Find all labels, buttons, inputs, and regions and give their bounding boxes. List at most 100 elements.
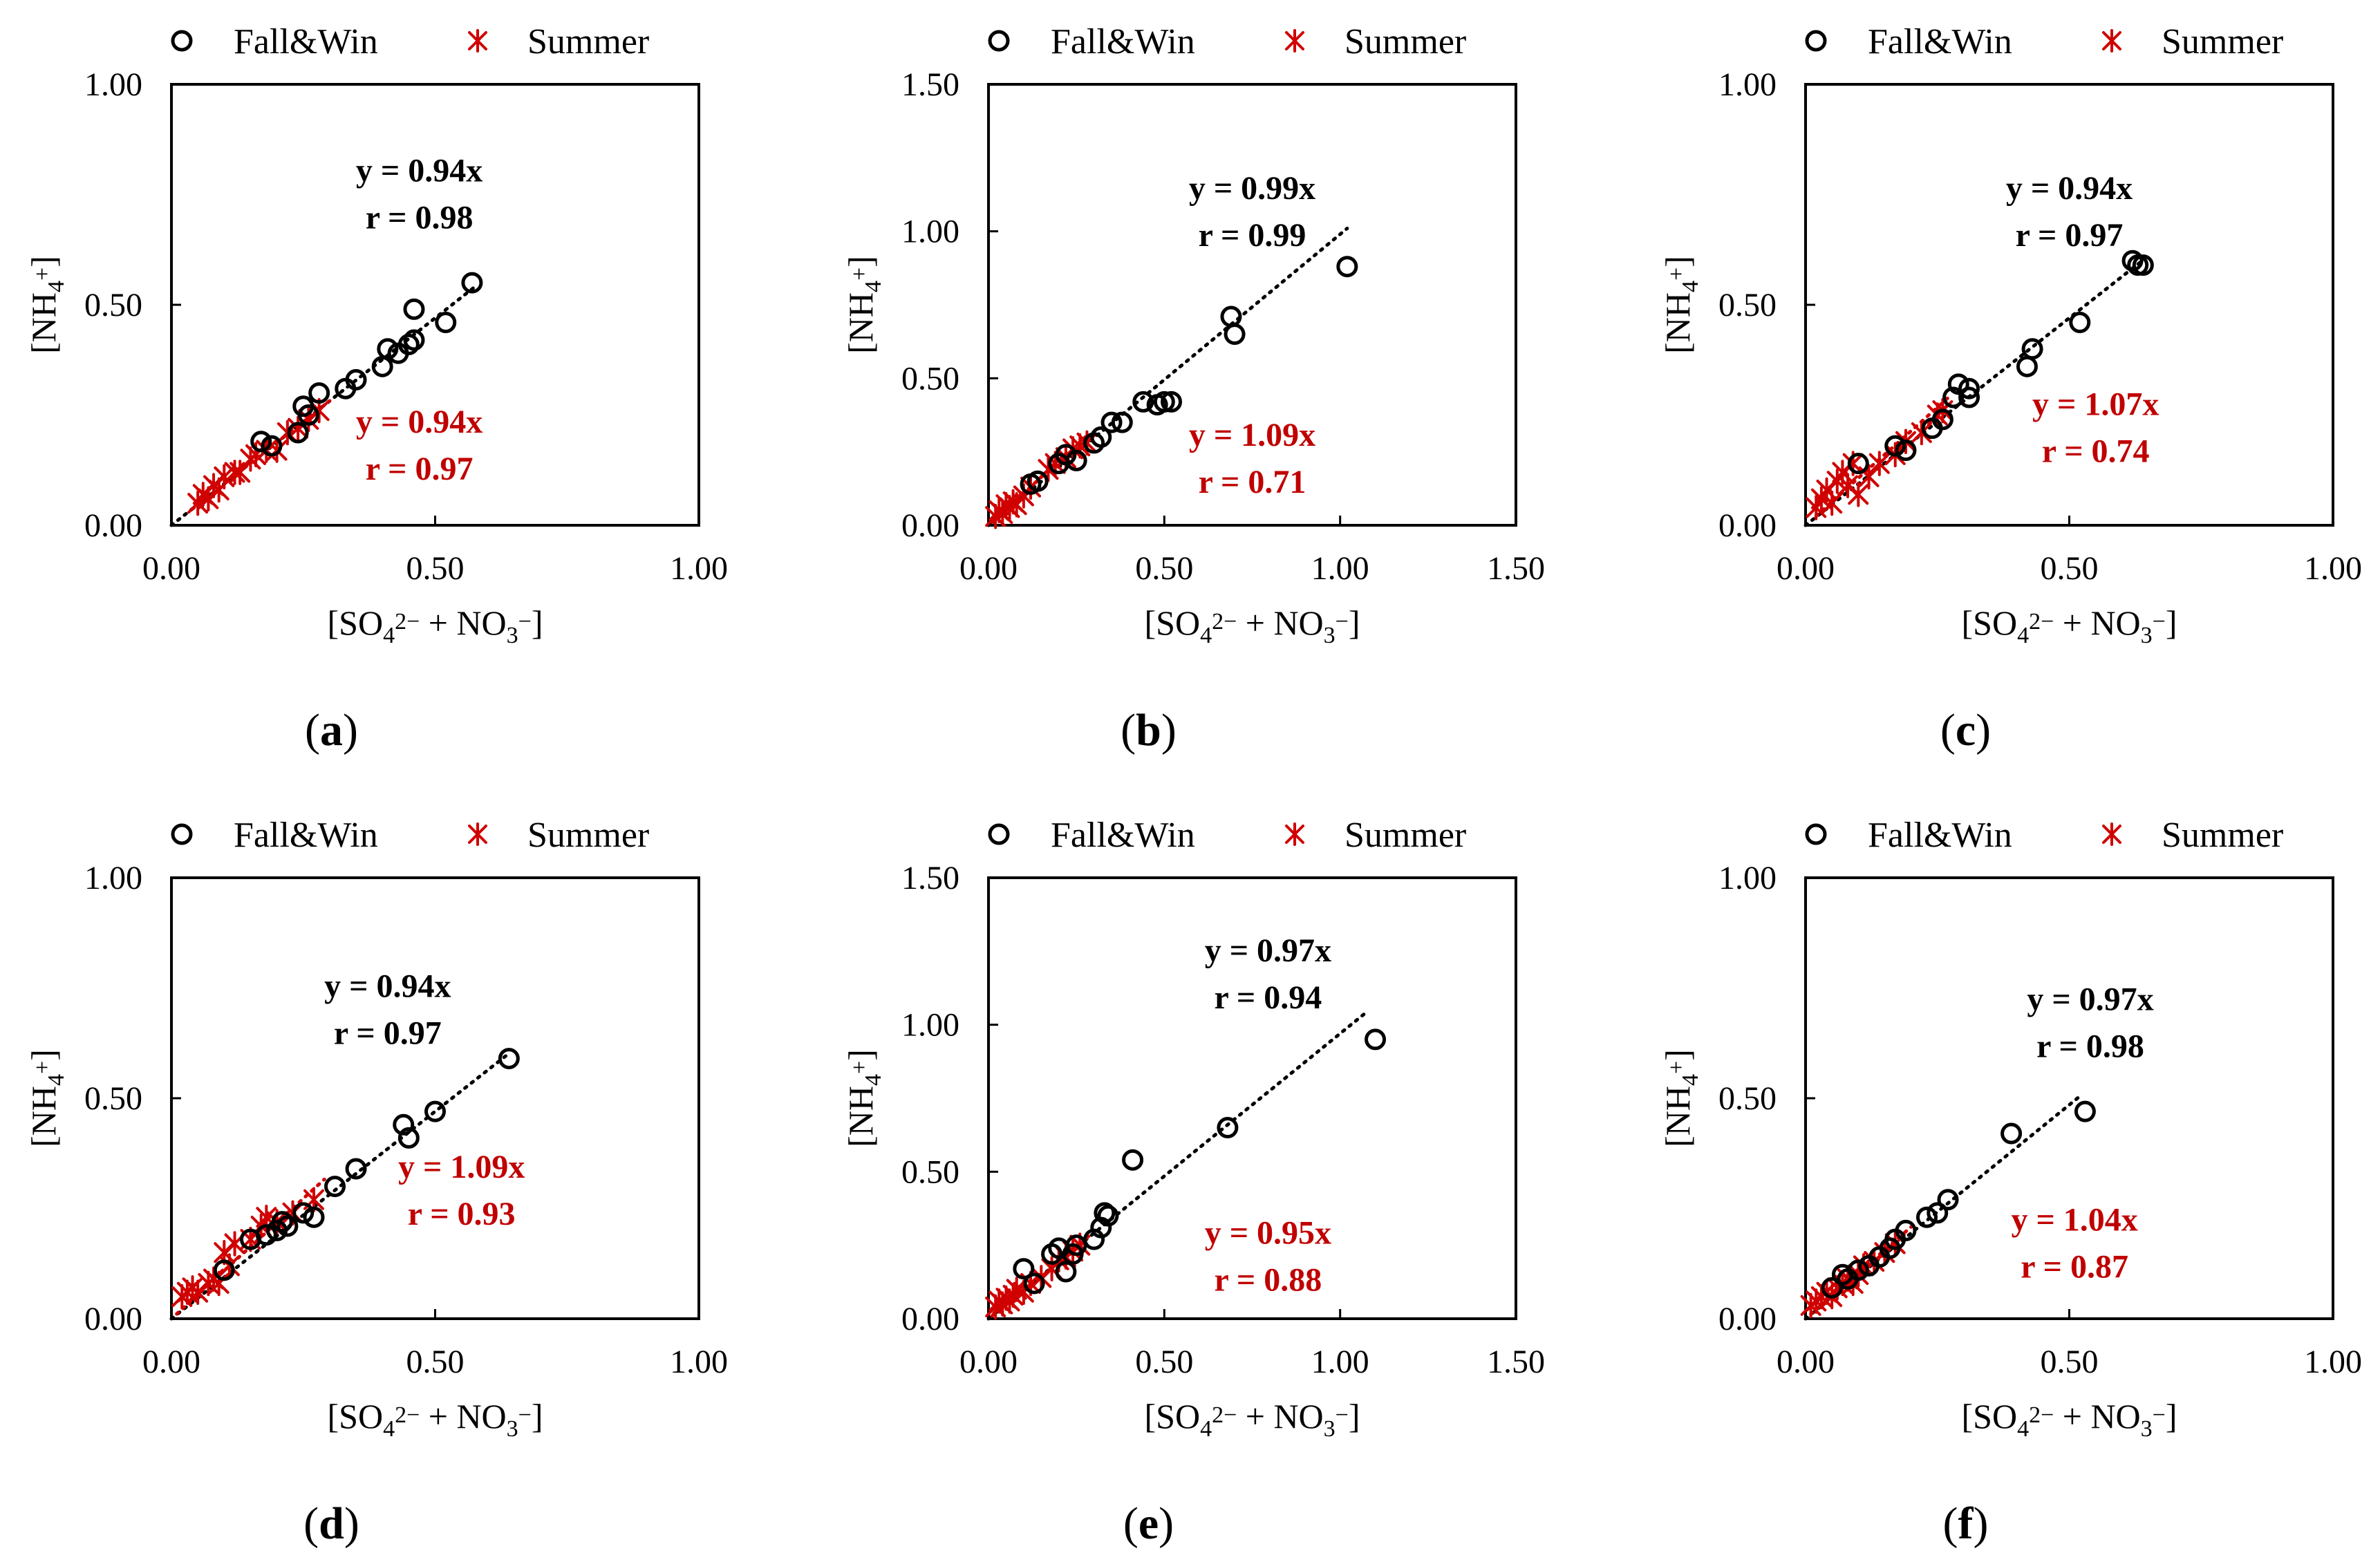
fallwin-point [1097,1205,1119,1227]
legend-summer-label: Summer [527,22,649,62]
legend-summer-label: Summer [2162,816,2283,855]
x-tick-label: 0.50 [406,550,465,587]
y-tick-label: 0.00 [901,1301,959,1337]
panel-d: Fall&Win Summer 0.00 0.50 1.00 0.00 0.50 1.00 [S… [24,816,728,1549]
trendline-fallwin [169,1051,511,1321]
y-axis-label: [NH4+] [841,1049,886,1147]
fallwin-point [393,1113,415,1136]
legend: Fall&Win Summer [988,22,1466,62]
fallwin-equation: y = 0.94x [356,152,482,189]
legend-summer-label: Summer [2162,22,2283,62]
fallwin-r-value: r = 0.97 [2016,217,2124,254]
panel-caption: (b) [1121,705,1177,755]
panel-b: Fall&Win Summer 0.00 0.50 1.00 1.50 0.00 0.50 1.… [841,22,1545,755]
trendline-fallwin [1803,258,2145,527]
legend: Fall&Win Summer [1805,22,2283,62]
panel-caption: (d) [303,1498,359,1549]
fallwin-point [2016,355,2038,377]
fallwin-point [297,404,319,426]
x-axis-label: [SO42− + NO3−] [1961,1397,2177,1442]
legend-summer-marker-icon [2102,29,2121,53]
fallwin-point [435,312,457,334]
x-tick-label: 0.00 [142,1344,200,1380]
fallwin-point [1217,1117,1239,1139]
fallwin-point [1122,1149,1144,1171]
fallwin-point [1055,1261,1077,1283]
y-tick-label: 1.50 [901,860,959,896]
fallwin-point [1224,323,1246,346]
fallwin-point [424,1100,446,1122]
summer-r-value: r = 0.74 [2042,433,2150,470]
y-axis-label: [NH4+] [1658,1049,1703,1147]
x-tick-label: 0.00 [1777,550,1835,587]
summer-r-value: r = 0.87 [2021,1248,2128,1285]
legend-fallwin-label: Fall&Win [1868,22,2012,62]
x-tick-label: 1.00 [1311,550,1369,587]
summer-r-value: r = 0.93 [408,1196,516,1232]
summer-point [1848,482,1869,507]
legend-fallwin-marker-icon [988,823,1010,845]
legend-fallwin-marker-icon [171,30,193,52]
y-tick-label: 1.00 [1718,860,1777,896]
y-tick-label: 0.50 [1718,287,1777,323]
y-tick-label: 0.00 [1718,1301,1777,1337]
fallwin-point [1055,444,1077,466]
legend-summer-marker-icon [2102,822,2121,846]
summer-equation: y = 1.04x [2011,1201,2137,1238]
fallwin-point [1958,377,1980,399]
y-axis-label: [NH4+] [1658,256,1703,354]
panel-caption: (e) [1123,1498,1174,1549]
summer-r-value: r = 0.71 [1199,464,1306,500]
panel-e: Fall&Win Summer 0.00 0.50 1.00 1.50 0.00 0.50 1.… [841,816,1545,1549]
legend: Fall&Win Summer [1805,816,2283,855]
fallwin-point [2074,1100,2096,1122]
legend: Fall&Win Summer [988,816,1466,855]
y-tick-label: 0.50 [1718,1080,1777,1117]
x-tick-label: 0.00 [1777,1344,1835,1380]
fallwin-point [403,298,425,320]
fallwin-point [403,329,425,351]
summer-equation: y = 0.94x [356,404,482,440]
fallwin-point [1065,449,1087,471]
summer-equation: y = 0.95x [1205,1215,1331,1252]
fallwin-point [1094,1202,1116,1224]
fallwin-point [271,1211,293,1233]
fallwin-point [292,1202,315,1224]
y-tick-label: 0.00 [84,1301,142,1337]
x-tick-label: 0.50 [1135,1344,1193,1380]
x-tick-label: 0.50 [406,1344,465,1380]
x-tick-label: 1.00 [2304,550,2362,587]
legend-fallwin-marker-icon [1805,30,1827,52]
fallwin-point [2021,338,2043,360]
fallwin-point [1895,440,1917,462]
summer-point [214,464,235,490]
fallwin-point [2121,250,2144,272]
summer-point [218,1253,240,1279]
fallwin-point [1947,373,1969,395]
y-tick-label: 0.00 [901,507,959,544]
summer-r-value: r = 0.97 [366,451,474,487]
x-axis-label: [SO42− + NO3−] [1144,603,1360,648]
legend-summer-marker-icon [1285,29,1304,53]
legend-summer-label: Summer [1344,22,1466,62]
fallwin-equation: y = 0.94x [324,968,451,1004]
y-tick-label: 1.50 [901,66,959,103]
y-axis-label: [NH4+] [841,256,886,354]
x-axis-label: [SO42− + NO3−] [327,603,543,648]
fallwin-point [1132,391,1154,413]
fallwin-point [1847,453,1869,475]
legend-summer-marker-icon [1285,822,1304,846]
fallwin-r-value: r = 0.98 [366,199,474,236]
fallwin-r-value: r = 0.99 [1199,217,1306,254]
panel-f: Fall&Win Summer 0.00 0.50 1.00 0.00 0.50 1.00 [S… [1658,816,2362,1549]
fallwin-point [303,1206,325,1228]
y-tick-label: 1.00 [84,66,142,103]
legend-fallwin-marker-icon [1805,823,1827,845]
panel-c: Fall&Win Summer 0.00 0.50 1.00 0.00 0.50 1.00 [S… [1658,22,2362,755]
fallwin-point [261,435,283,457]
fallwin-point [461,272,483,294]
y-tick-label: 1.00 [84,860,142,896]
x-tick-label: 1.50 [1487,550,1545,587]
x-tick-label: 1.00 [670,550,728,587]
